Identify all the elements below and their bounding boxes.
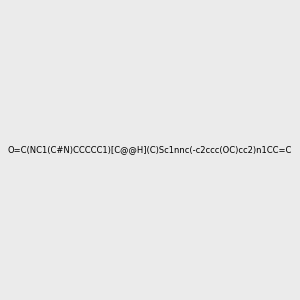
Text: O=C(NC1(C#N)CCCCC1)[C@@H](C)Sc1nnc(-c2ccc(OC)cc2)n1CC=C: O=C(NC1(C#N)CCCCC1)[C@@H](C)Sc1nnc(-c2cc… [8, 146, 292, 154]
